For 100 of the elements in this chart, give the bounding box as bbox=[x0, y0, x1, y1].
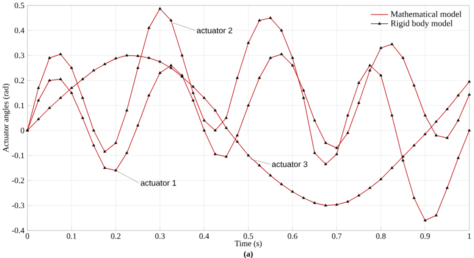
point bbox=[335, 152, 338, 155]
point bbox=[158, 71, 162, 74]
x-tick-label: 0.2 bbox=[111, 233, 120, 239]
point bbox=[280, 182, 283, 185]
point bbox=[236, 76, 239, 79]
point bbox=[379, 74, 382, 76]
y-tick-label: 0.1 bbox=[14, 102, 24, 108]
point bbox=[258, 18, 261, 22]
point bbox=[214, 128, 217, 132]
point bbox=[158, 60, 162, 62]
point bbox=[224, 154, 228, 158]
y-axis-title: Actuator angles (rad) bbox=[2, 84, 10, 152]
point bbox=[379, 177, 382, 180]
point bbox=[59, 52, 62, 55]
point bbox=[26, 128, 29, 132]
point bbox=[368, 186, 372, 189]
point bbox=[302, 96, 306, 99]
point bbox=[446, 107, 449, 110]
point bbox=[48, 106, 51, 109]
point bbox=[456, 94, 460, 96]
point bbox=[81, 116, 84, 119]
x-tick-label: 0.4 bbox=[199, 233, 210, 239]
point bbox=[346, 200, 350, 202]
point bbox=[92, 128, 96, 132]
point bbox=[81, 96, 84, 99]
point bbox=[170, 64, 172, 66]
point bbox=[390, 114, 394, 116]
point bbox=[114, 168, 118, 172]
point bbox=[424, 218, 427, 222]
point bbox=[357, 194, 360, 196]
point bbox=[390, 42, 394, 45]
point bbox=[335, 146, 338, 149]
point bbox=[202, 128, 206, 132]
point bbox=[468, 128, 471, 132]
point bbox=[103, 166, 106, 169]
point bbox=[70, 91, 74, 94]
y-tick-label: 0.3 bbox=[14, 52, 24, 58]
point bbox=[125, 54, 128, 56]
point bbox=[192, 98, 195, 102]
point bbox=[379, 46, 382, 49]
point bbox=[368, 68, 372, 72]
point bbox=[59, 77, 62, 80]
point bbox=[402, 158, 404, 162]
point bbox=[302, 196, 306, 199]
point bbox=[468, 92, 471, 96]
point bbox=[214, 108, 217, 112]
point bbox=[224, 126, 228, 129]
point bbox=[446, 136, 449, 139]
point bbox=[302, 88, 306, 92]
point bbox=[346, 114, 350, 116]
x-tick-label: 0.1 bbox=[66, 233, 76, 239]
y-tick-label: 0.5 bbox=[14, 2, 24, 8]
point bbox=[103, 62, 106, 65]
point bbox=[456, 156, 460, 159]
point bbox=[246, 41, 250, 44]
point bbox=[136, 66, 140, 69]
point bbox=[136, 124, 140, 126]
y-tick-label: -0.1 bbox=[12, 152, 24, 158]
y-tick-label: -0.4 bbox=[12, 228, 24, 234]
point bbox=[335, 202, 338, 206]
x-tick-label: 1 bbox=[468, 233, 471, 239]
point bbox=[424, 132, 427, 135]
point bbox=[170, 66, 172, 69]
point bbox=[390, 166, 394, 169]
point bbox=[236, 134, 239, 136]
point bbox=[434, 214, 438, 216]
point bbox=[346, 131, 350, 134]
point bbox=[434, 134, 438, 136]
y-tick-label: -0.2 bbox=[12, 178, 24, 184]
point bbox=[402, 154, 404, 158]
point bbox=[92, 144, 96, 146]
point bbox=[357, 101, 360, 104]
point bbox=[147, 26, 150, 29]
point bbox=[246, 154, 250, 156]
point bbox=[324, 141, 328, 144]
x-tick-label: 0.8 bbox=[376, 233, 386, 239]
point bbox=[357, 81, 360, 84]
point bbox=[268, 56, 272, 59]
point bbox=[268, 16, 272, 19]
point bbox=[136, 54, 140, 57]
legend-label: Mathematical model bbox=[390, 10, 462, 17]
point bbox=[70, 86, 74, 89]
point bbox=[36, 86, 40, 89]
point bbox=[258, 164, 261, 166]
x-tick-label: 0.6 bbox=[288, 233, 298, 239]
point bbox=[446, 186, 449, 189]
text: (a) bbox=[244, 250, 253, 258]
point bbox=[412, 144, 416, 146]
y-tick-label: 0.2 bbox=[14, 78, 24, 84]
point bbox=[224, 116, 228, 119]
point bbox=[324, 162, 328, 165]
point bbox=[114, 141, 118, 144]
point bbox=[246, 104, 250, 106]
point bbox=[147, 94, 150, 96]
annotation: actuator 3 bbox=[272, 161, 308, 167]
point bbox=[202, 118, 206, 122]
point bbox=[291, 190, 294, 192]
legend-label: Rigid body model bbox=[390, 20, 453, 28]
point bbox=[291, 56, 294, 59]
point bbox=[456, 118, 460, 122]
